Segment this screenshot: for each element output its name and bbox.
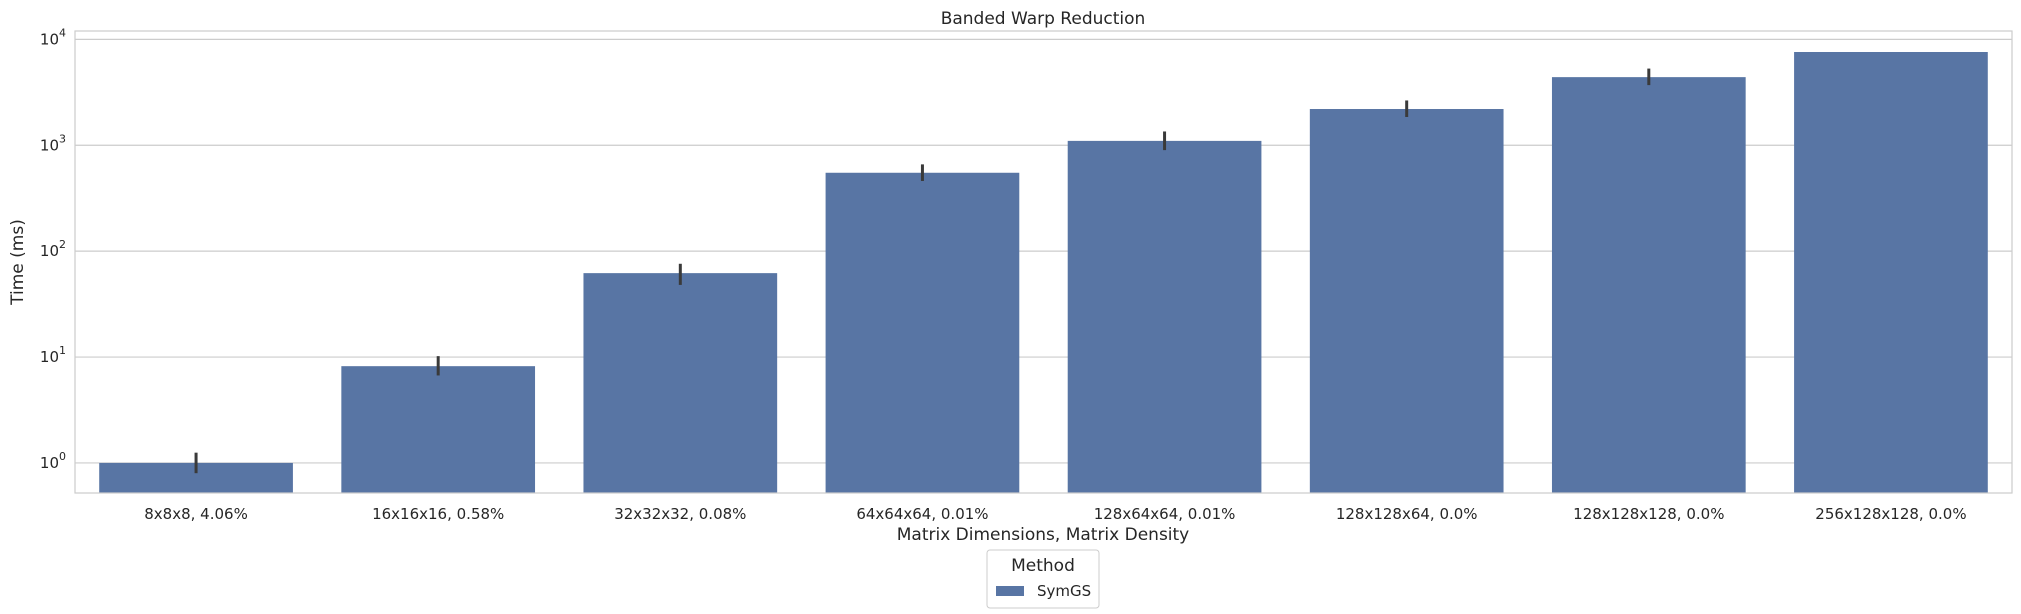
y-tick-label: 102 xyxy=(40,238,66,260)
x-tick-label: 32x32x32, 0.08% xyxy=(614,505,746,523)
x-tick-label: 256x128x128, 0.0% xyxy=(1815,505,1966,523)
legend-swatch-symgs xyxy=(996,586,1024,596)
y-tick-label: 104 xyxy=(40,26,66,48)
y-tick-label: 100 xyxy=(40,450,66,472)
bar xyxy=(825,172,1020,493)
bar xyxy=(1067,140,1262,494)
x-tick-label: 128x128x128, 0.0% xyxy=(1573,505,1724,523)
bar xyxy=(1794,52,1988,493)
bar xyxy=(1551,77,1746,494)
plot-frame xyxy=(74,30,2013,494)
bars xyxy=(99,52,1988,494)
y-tick-label: 103 xyxy=(40,132,66,154)
bar xyxy=(583,273,778,493)
legend-label-symgs: SymGS xyxy=(1037,582,1091,600)
x-tick-label: 8x8x8, 4.06% xyxy=(144,505,248,523)
bar xyxy=(1309,109,1504,493)
y-ticks: 100 101 102 103 104 xyxy=(40,26,66,472)
x-tick-label: 128x128x64, 0.0% xyxy=(1336,505,1478,523)
x-tick-label: 128x64x64, 0.01% xyxy=(1094,505,1236,523)
x-ticks: 8x8x8, 4.06% 16x16x16, 0.58% 32x32x32, 0.0… xyxy=(144,505,1966,523)
x-tick-label: 64x64x64, 0.01% xyxy=(856,505,988,523)
error-bars xyxy=(194,68,1651,474)
chart-title: Banded Warp Reduction xyxy=(941,9,1146,29)
y-tick-label: 101 xyxy=(40,344,66,366)
x-axis-label: Matrix Dimensions, Matrix Density xyxy=(897,525,1190,545)
bar xyxy=(341,366,536,493)
legend-title: Method xyxy=(1011,556,1075,576)
x-tick-label: 16x16x16, 0.58% xyxy=(372,505,504,523)
y-axis-label: Time (ms) xyxy=(8,219,28,306)
legend[interactable]: Method SymGS xyxy=(986,549,1100,609)
